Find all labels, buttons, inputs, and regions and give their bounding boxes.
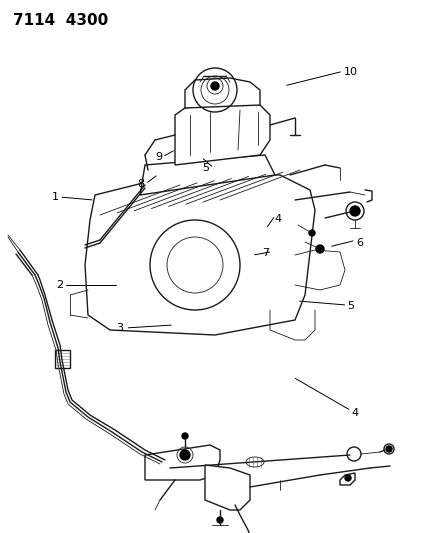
Polygon shape <box>185 78 260 108</box>
Text: 7: 7 <box>262 248 269 258</box>
Circle shape <box>180 450 190 460</box>
Circle shape <box>345 475 351 481</box>
Text: 7114  4300: 7114 4300 <box>13 13 108 28</box>
Polygon shape <box>340 473 355 485</box>
Polygon shape <box>140 155 275 195</box>
Circle shape <box>217 517 223 523</box>
Text: 5: 5 <box>348 302 354 311</box>
Text: 5: 5 <box>202 163 209 173</box>
Text: 10: 10 <box>344 67 358 77</box>
Text: 4: 4 <box>352 408 359 418</box>
Text: 3: 3 <box>116 323 123 333</box>
Text: 1: 1 <box>52 192 59 202</box>
Circle shape <box>386 446 392 452</box>
Polygon shape <box>205 465 250 510</box>
Circle shape <box>309 230 315 236</box>
Circle shape <box>211 82 219 90</box>
Polygon shape <box>145 445 220 480</box>
Text: 4: 4 <box>275 214 282 223</box>
Text: 2: 2 <box>56 280 63 290</box>
Polygon shape <box>175 100 270 165</box>
Polygon shape <box>85 175 315 335</box>
Text: 9: 9 <box>155 152 162 162</box>
Circle shape <box>182 433 188 439</box>
Text: 8: 8 <box>138 179 145 189</box>
Polygon shape <box>55 350 70 368</box>
Circle shape <box>316 245 324 253</box>
Text: 6: 6 <box>356 238 363 247</box>
Circle shape <box>350 206 360 216</box>
